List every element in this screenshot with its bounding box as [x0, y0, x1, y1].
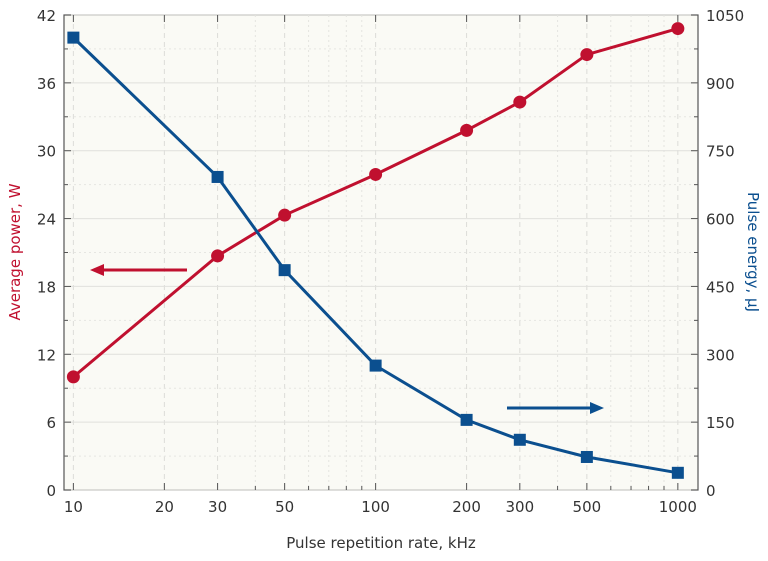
data-point-left — [671, 22, 685, 36]
left-axis-label: Average power, W — [6, 183, 24, 320]
x-tick-label: 30 — [208, 498, 227, 516]
y-tick-label-right: 0 — [706, 482, 716, 500]
data-point-right — [369, 359, 382, 372]
right-axis-label: Pulse energy, µJ — [744, 192, 762, 312]
data-point-left — [369, 167, 383, 181]
y-tick-label-left: 0 — [46, 482, 56, 500]
data-point-right — [278, 264, 291, 277]
x-axis-label: Pulse repetition rate, kHz — [286, 534, 476, 552]
data-point-left — [278, 208, 292, 222]
series-line-left — [72, 27, 679, 379]
x-tick-label: 20 — [155, 498, 174, 516]
y-tick-label-left: 42 — [37, 7, 56, 25]
y-tick-label-left: 30 — [37, 143, 56, 161]
left-axis-arrow-head — [90, 264, 104, 276]
x-tick-label: 10 — [64, 498, 83, 516]
x-tick-label: 1000 — [659, 498, 697, 516]
x-tick-label: 500 — [573, 498, 602, 516]
series-line-right — [72, 36, 679, 475]
y-tick-label-right: 150 — [706, 414, 735, 432]
x-tick-label: 200 — [452, 498, 481, 516]
y-tick-label-left: 12 — [37, 346, 56, 364]
x-tick-label: 50 — [275, 498, 294, 516]
y-tick-label-right: 600 — [706, 211, 735, 229]
data-point-right — [580, 450, 593, 463]
grid — [64, 14, 698, 491]
series — [66, 22, 685, 479]
x-tick-label: 300 — [505, 498, 534, 516]
y-tick-label-right: 1050 — [706, 7, 744, 25]
axes: 10 20 30 50 100 200 300 500 1000 0 6 12 18 24 30 36 42 0 1… — [37, 7, 744, 516]
data-point-right — [671, 466, 684, 479]
y-tick-label-left: 36 — [37, 75, 56, 93]
x-tick-label: 100 — [361, 498, 390, 516]
right-axis-arrow-head — [590, 402, 604, 414]
data-point-left — [211, 249, 225, 263]
data-point-right — [460, 413, 473, 426]
y-tick-label-right: 900 — [706, 75, 735, 93]
y-tick-label-left: 18 — [37, 278, 56, 296]
data-point-right — [211, 170, 224, 183]
y-tick-label-right: 300 — [706, 346, 735, 364]
y-tick-label-right: 750 — [706, 143, 735, 161]
data-point-right — [67, 31, 80, 44]
data-point-left — [66, 370, 80, 384]
y-tick-label-right: 450 — [706, 278, 735, 296]
y-tick-label-left: 6 — [46, 414, 56, 432]
data-point-right — [513, 433, 526, 446]
data-point-left — [580, 48, 594, 62]
y-tick-label-left: 24 — [37, 211, 56, 229]
data-point-left — [460, 123, 474, 137]
data-point-left — [513, 95, 527, 109]
